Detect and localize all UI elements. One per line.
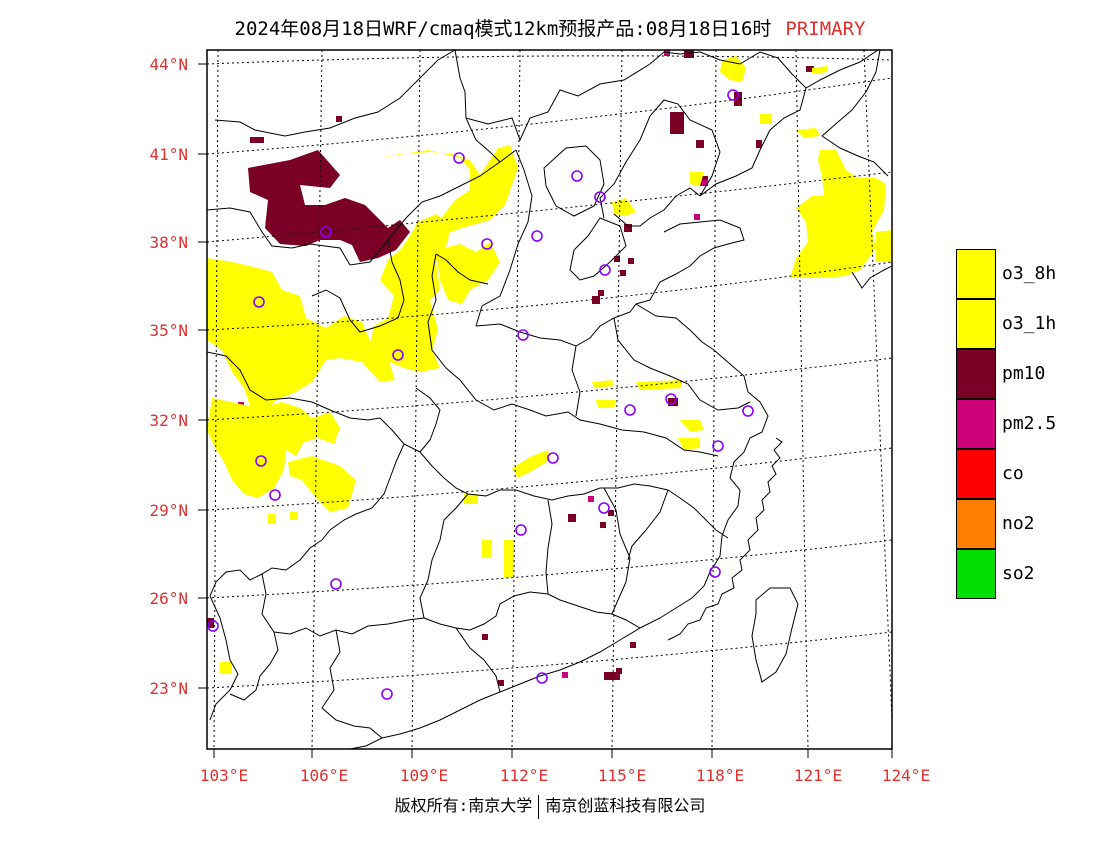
- boundaries: [207, 50, 892, 749]
- title-text: 2024年08月18日WRF/cmaq模式12km预报产品:08月18日16时: [234, 18, 772, 40]
- lat-label-41n: 41°N: [149, 145, 188, 164]
- legend-item-o3-1h: o3_1h: [956, 299, 1096, 349]
- legend-label-o3-1h: o3_1h: [1002, 313, 1057, 334]
- legend-label-pm25: pm2.5: [1002, 413, 1057, 434]
- legend-label-co: co: [1002, 463, 1024, 484]
- legend-label-pm10: pm10: [1002, 363, 1046, 384]
- legend-item-pm10: pm10: [956, 349, 1096, 399]
- copyright-owner: 版权所有:南京大学: [394, 796, 533, 815]
- lon-label-106e: 106°E: [299, 766, 349, 785]
- lat-label-44n: 44°N: [149, 55, 188, 74]
- legend-item-no2: no2: [956, 499, 1096, 549]
- copyright-footer: 版权所有:南京大学 南京创蓝科技有限公司: [0, 792, 1100, 819]
- copyright-company: 南京创蓝科技有限公司: [545, 796, 706, 815]
- lat-ticks: [198, 63, 207, 689]
- legend-swatch-o3-1h: [956, 299, 996, 349]
- o3-field: [207, 56, 892, 674]
- legend-item-so2: so2: [956, 549, 1096, 599]
- footer-divider: [538, 794, 540, 819]
- legend-label-no2: no2: [1002, 513, 1035, 534]
- legend-label-so2: so2: [1002, 563, 1035, 584]
- lon-label-115e: 115°E: [597, 766, 647, 785]
- lat-label-26n: 26°N: [149, 589, 188, 608]
- legend-item-o3-8h: o3_8h: [956, 249, 1096, 299]
- lon-label-109e: 109°E: [399, 766, 449, 785]
- lon-label-121e: 121°E: [793, 766, 843, 785]
- legend-item-pm25: pm2.5: [956, 399, 1096, 449]
- legend-swatch-o3-8h: [956, 249, 996, 299]
- lat-label-29n: 29°N: [149, 501, 188, 520]
- legend-item-co: co: [956, 449, 1096, 499]
- lon-ticks: [213, 749, 893, 758]
- stations: [207, 89, 754, 700]
- map-title: 2024年08月18日WRF/cmaq模式12km预报产品:08月18日16时 P…: [0, 14, 1100, 41]
- lon-label-118e: 118°E: [695, 766, 745, 785]
- lon-label-103e: 103°E: [199, 766, 249, 785]
- legend-label-o3-8h: o3_8h: [1002, 263, 1057, 284]
- legend-swatch-so2: [956, 549, 996, 599]
- lat-label-38n: 38°N: [149, 233, 188, 252]
- lat-label-35n: 35°N: [149, 321, 188, 340]
- legend-swatch-no2: [956, 499, 996, 549]
- graticule: [207, 50, 892, 749]
- lon-label-112e: 112°E: [499, 766, 549, 785]
- legend-swatch-pm10: [956, 349, 996, 399]
- pollutant-legend: o3_8h o3_1h pm10 pm2.5 co no2 so2: [956, 249, 1096, 599]
- legend-swatch-co: [956, 449, 996, 499]
- legend-swatch-pm25: [956, 399, 996, 449]
- map-frame: [206, 49, 893, 750]
- lat-label-32n: 32°N: [149, 411, 188, 430]
- primary-tag: PRIMARY: [785, 18, 866, 40]
- lat-label-23n: 23°N: [149, 679, 188, 698]
- lon-label-124e: 124°E: [881, 766, 931, 785]
